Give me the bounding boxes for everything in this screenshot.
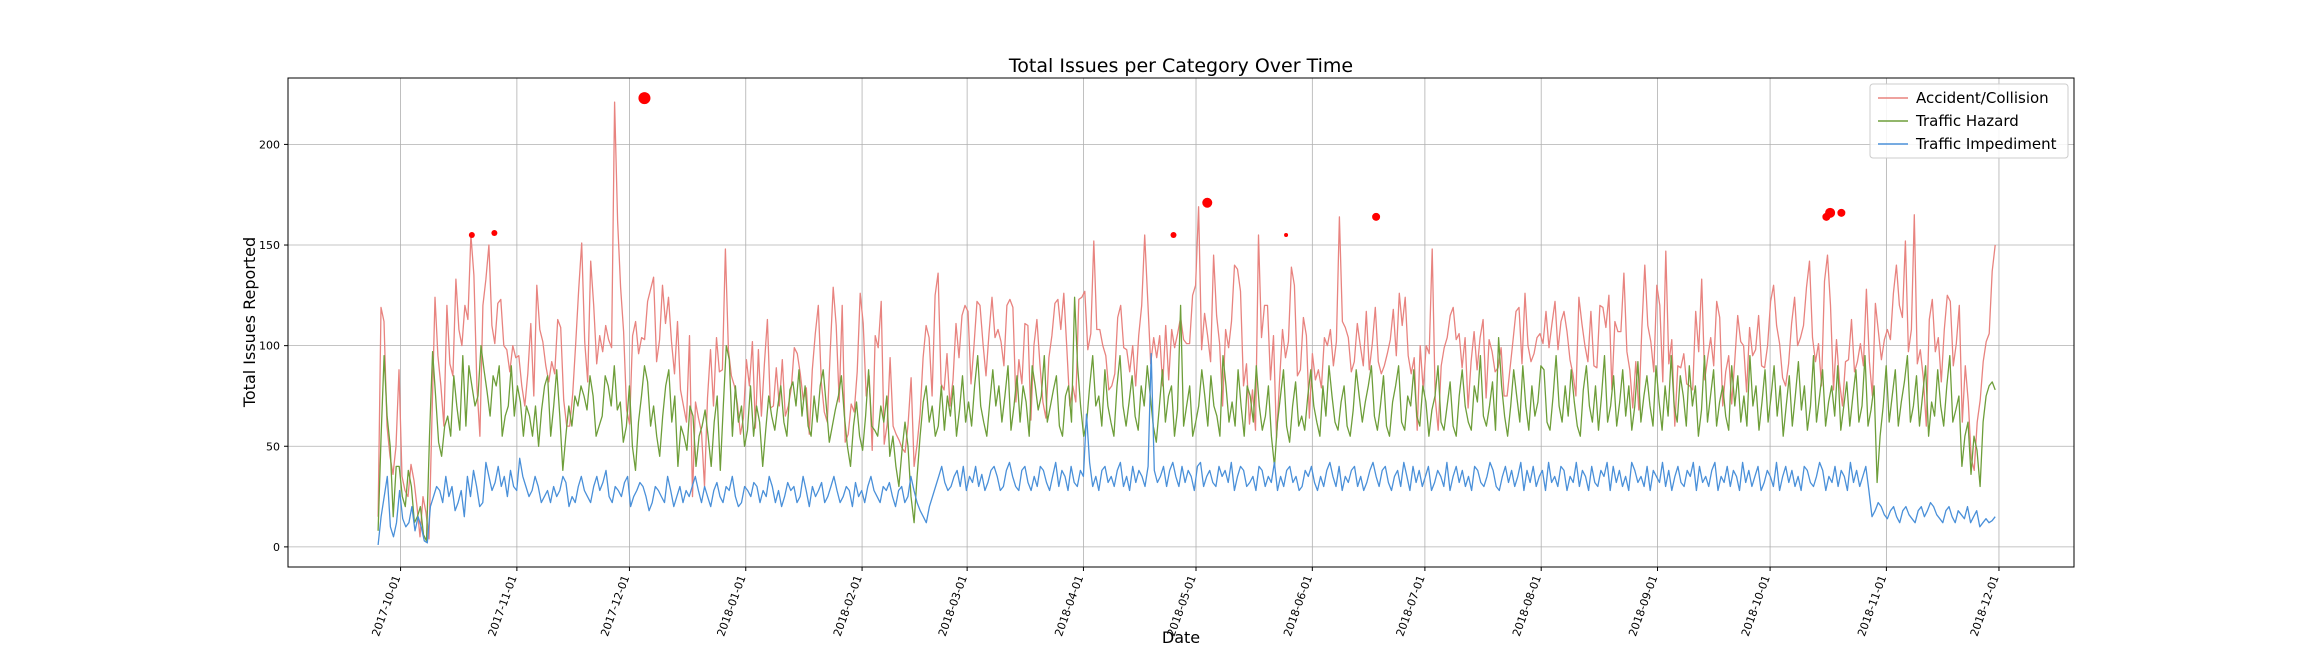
chart-title: Total Issues per Category Over Time — [1008, 55, 1353, 77]
legend: Accident/Collision Traffic Hazard Traffic … — [1869, 83, 2069, 159]
highlight-point — [491, 229, 498, 236]
series-line-traffic-impediment — [377, 353, 1996, 545]
y-axis-label: Total Issues Reported — [240, 237, 259, 408]
legend-label: Traffic Hazard — [1915, 112, 2019, 130]
series-line-accident-collision — [377, 101, 1996, 540]
highlight-point — [1837, 208, 1846, 217]
highlight-point — [638, 92, 651, 105]
y-tick-label: 150 — [259, 239, 280, 252]
highlight-point — [1202, 197, 1213, 208]
plot-frame — [287, 77, 2075, 568]
legend-label: Traffic Impediment — [1915, 135, 2057, 153]
highlight-point — [1825, 207, 1836, 218]
highlight-point — [1284, 232, 1289, 237]
highlight-point — [1372, 212, 1381, 221]
series-line-traffic-hazard — [377, 296, 1996, 542]
highlighted-points — [468, 92, 1846, 238]
y-tick-label: 200 — [259, 138, 280, 151]
x-axis-label: Date — [1162, 628, 1200, 647]
y-tick-label: 100 — [259, 340, 280, 353]
y-tick-label: 50 — [266, 440, 280, 453]
legend-label: Accident/Collision — [1916, 89, 2049, 107]
highlight-point — [468, 231, 475, 238]
data-series — [377, 101, 1996, 545]
legend-box — [1869, 83, 2069, 159]
y-tick-label: 0 — [273, 541, 280, 554]
y-axis-ticks: 0 50 100 150 200 — [259, 138, 288, 554]
highlight-point — [1170, 231, 1177, 238]
